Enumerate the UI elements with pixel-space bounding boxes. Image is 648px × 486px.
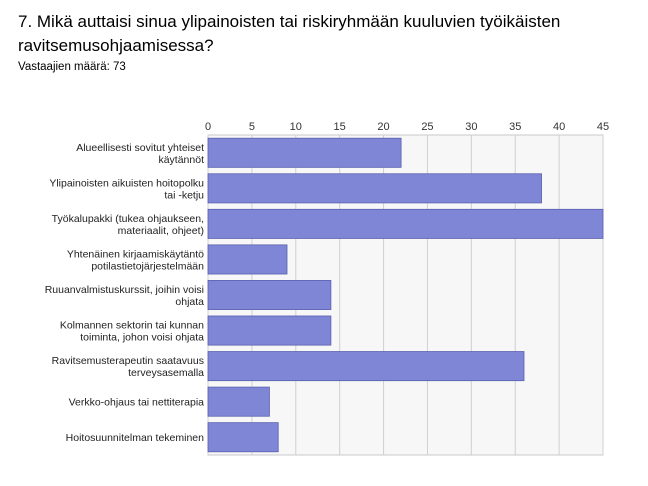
x-tick-label: 15 (334, 121, 346, 133)
x-tick-label: 10 (290, 121, 302, 133)
x-tick-label: 40 (553, 121, 565, 133)
category-label: Hoitosuunnitelman tekeminen (66, 432, 204, 444)
category-label: potilastietojärjestelmään (91, 260, 204, 272)
category-label: toiminta, johon voisi ohjata (80, 332, 204, 344)
x-tick-label: 0 (205, 121, 211, 133)
x-tick-label: 35 (509, 121, 521, 133)
category-label: Alueellisesti sovitut yhteiset (76, 142, 204, 154)
respondent-count: Vastaajien määrä: 73 (18, 61, 126, 73)
x-tick-label: 25 (421, 121, 433, 133)
category-label: Yhtenäinen kirjaamiskäytäntö (67, 248, 204, 260)
bar (207, 137, 402, 168)
question-title: 7. Mikä auttaisi sinua ylipainoisten tai… (18, 12, 561, 55)
x-tick-label: 20 (377, 121, 389, 133)
category-label: Työkalupakki (tukea ohjaukseen, (52, 213, 204, 225)
category-label: Verkko-ohjaus tai nettiterapia (69, 397, 205, 409)
category-label: tai -ketju (164, 189, 204, 201)
bar (207, 422, 279, 453)
category-label: ohjata (175, 296, 204, 308)
x-tick-label: 30 (465, 121, 477, 133)
bar (207, 173, 542, 204)
bars (207, 137, 604, 453)
bar (207, 386, 270, 417)
category-label: Kolmannen sektorin tai kunnan (60, 320, 204, 332)
category-label: materiaalit, ohjeet) (118, 225, 204, 237)
x-axis-ticks: 0 5 10 15 20 25 30 35 40 45 (205, 121, 609, 133)
bar (207, 280, 332, 310)
category-label: käytännöt (158, 154, 204, 166)
bar (207, 315, 332, 346)
category-label: Ravitsemusterapeutin saatavuus (52, 355, 204, 367)
x-tick-label: 45 (597, 121, 609, 133)
bar (207, 244, 288, 275)
bar (207, 351, 525, 382)
bar (207, 208, 604, 239)
category-label: Ruuanvalmistuskurssit, joihin voisi (45, 284, 204, 296)
category-label: terveysasemalla (128, 367, 204, 379)
category-label: Ylipainoisten aikuisten hoitopolku (49, 177, 204, 189)
x-tick-label: 5 (249, 121, 255, 133)
